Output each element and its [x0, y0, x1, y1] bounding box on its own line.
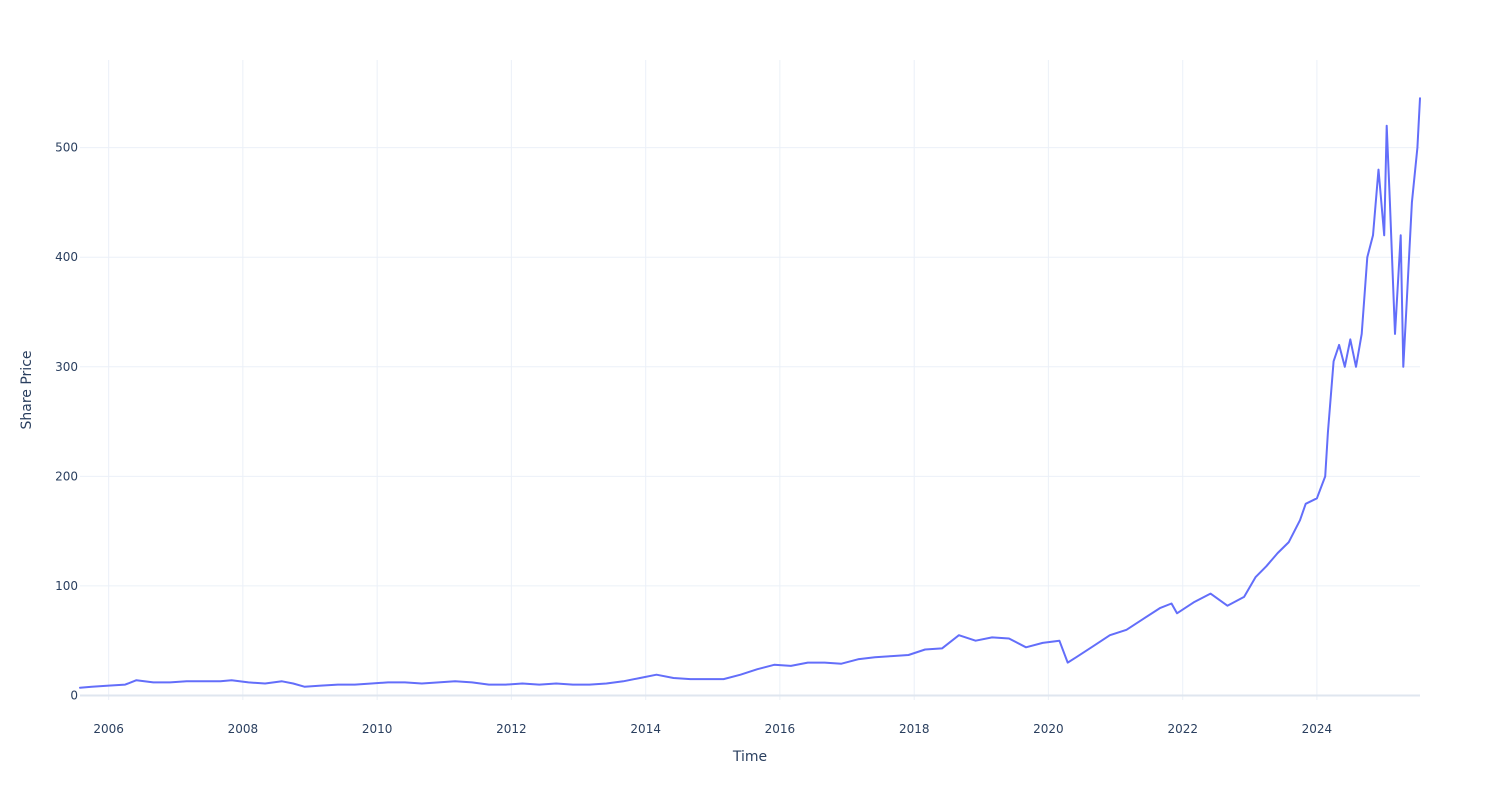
- x-axis-title: Time: [732, 749, 767, 765]
- y-tick-label: 400: [55, 250, 78, 264]
- gridlines: [80, 60, 1420, 700]
- y-tick-label: 500: [55, 141, 78, 155]
- x-tick-label: 2016: [765, 722, 796, 736]
- y-tick-label: 0: [70, 689, 78, 703]
- y-tick-label: 100: [55, 579, 78, 593]
- x-tick-label: 2018: [899, 722, 930, 736]
- x-tick-label: 2010: [362, 722, 393, 736]
- x-tick-label: 2006: [93, 722, 124, 736]
- y-tick-label: 300: [55, 360, 78, 374]
- y-tick-label: 200: [55, 469, 78, 483]
- x-tick-label: 2012: [496, 722, 527, 736]
- x-tick-label: 2024: [1302, 722, 1333, 736]
- x-tick-label: 2022: [1167, 722, 1198, 736]
- share-price-line: [79, 97, 1421, 689]
- axes: 2006 2008 2010 2012 2014 2016 2018 2020 2022 2024…: [55, 141, 1332, 736]
- series-layer: [79, 97, 1421, 689]
- y-axis-title: Share Price: [19, 350, 35, 429]
- x-tick-label: 2014: [630, 722, 661, 736]
- x-tick-label: 2020: [1033, 722, 1064, 736]
- x-tick-label: 2008: [228, 722, 259, 736]
